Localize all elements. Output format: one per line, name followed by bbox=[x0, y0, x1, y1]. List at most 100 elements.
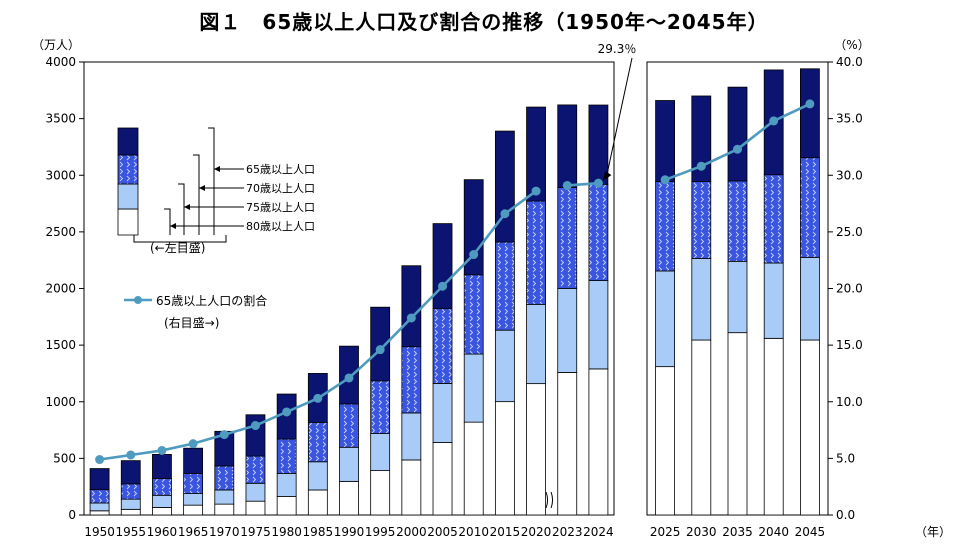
bar-segment-1975-s0 bbox=[245, 500, 266, 516]
x-tick-label-2040: 2040 bbox=[758, 525, 789, 539]
bar-segment-1995-s0 bbox=[370, 470, 391, 516]
bar-segment-2024-s2 bbox=[588, 183, 609, 281]
legend-label-2: 75歳以上人口 bbox=[246, 201, 315, 214]
legend-bar-swatch-3 bbox=[117, 127, 139, 156]
bar-segment-1980-s2 bbox=[276, 438, 297, 474]
bar-segment-2030-s3 bbox=[691, 95, 712, 182]
legend-arrowhead-1 bbox=[199, 185, 205, 191]
bar-segment-1990-s1 bbox=[339, 446, 359, 482]
ratio-point-2005 bbox=[438, 281, 448, 291]
bar-segment-2045-s1 bbox=[800, 256, 820, 341]
bar-segment-1990-s2 bbox=[339, 403, 359, 448]
bar-segment-1970-s1 bbox=[214, 489, 235, 505]
legend-bracket-0 bbox=[208, 127, 215, 235]
x-tick-label-1985: 1985 bbox=[303, 525, 334, 539]
bar-segment-2035-s2 bbox=[727, 180, 748, 262]
legend-line-marker bbox=[134, 296, 142, 304]
right-axis-tick-label: 40.0 bbox=[836, 55, 863, 69]
left-axis-tick-label: 2500 bbox=[45, 225, 76, 239]
ratio-point-1965 bbox=[188, 439, 198, 449]
chart-title: 図１ 65歳以上人口及び割合の推移（1950年～2045年） bbox=[199, 10, 769, 34]
x-tick-label-1965: 1965 bbox=[178, 525, 209, 539]
bar-segment-1970-s0 bbox=[214, 503, 235, 516]
left-axis-tick-label: 500 bbox=[53, 451, 76, 465]
left-axis-tick-label: 1000 bbox=[45, 395, 76, 409]
left-axis-tick-label: 1500 bbox=[45, 338, 76, 352]
x-tick-label-2000: 2000 bbox=[396, 525, 427, 539]
legend-bar-swatch-0 bbox=[117, 208, 139, 236]
ratio-point-2024 bbox=[593, 178, 603, 188]
bar-segment-1955-s0 bbox=[120, 508, 141, 516]
ratio-point-2023 bbox=[562, 180, 572, 190]
annotation-29-3: 29.3％ bbox=[598, 42, 637, 56]
bar-segment-1965-s3 bbox=[183, 447, 204, 474]
x-tick-label-1995: 1995 bbox=[365, 525, 396, 539]
bar-segment-1985-s0 bbox=[307, 489, 328, 516]
left-axis-tick-label: 3000 bbox=[45, 168, 76, 182]
bar-segment-2000-s1 bbox=[401, 412, 422, 461]
bar-segment-1975-s3 bbox=[245, 414, 266, 457]
bar-segment-2035-s0 bbox=[727, 332, 748, 516]
x-tick-label-1955: 1955 bbox=[115, 525, 146, 539]
bar-segment-2025-s3 bbox=[655, 100, 675, 182]
x-tick-label-2023: 2023 bbox=[552, 525, 583, 539]
bar-segment-1960-s1 bbox=[152, 494, 172, 508]
ratio-point-1980 bbox=[282, 407, 292, 417]
right-axis-unit: （%） bbox=[834, 38, 869, 52]
bar-segment-2005-s2 bbox=[432, 308, 453, 384]
legend-bar-swatch-2 bbox=[117, 154, 139, 185]
ratio-point-1990 bbox=[344, 373, 354, 383]
annotation-arrowhead bbox=[602, 171, 612, 182]
ratio-point-1960 bbox=[157, 445, 167, 455]
legend-bracket-2 bbox=[178, 183, 185, 235]
bar-segment-1995-s3 bbox=[370, 306, 391, 382]
bar-segment-1965-s2 bbox=[183, 473, 204, 494]
ratio-point-1975 bbox=[250, 421, 260, 431]
legend-arrowhead-3 bbox=[170, 223, 176, 229]
bar-segment-1995-s1 bbox=[370, 433, 391, 472]
x-tick-label-1980: 1980 bbox=[271, 525, 302, 539]
bar-segment-1980-s1 bbox=[276, 473, 297, 497]
x-tick-label-2024: 2024 bbox=[583, 525, 614, 539]
legend-label-0: 65歳以上人口 bbox=[246, 163, 315, 176]
ratio-point-2040 bbox=[769, 116, 779, 126]
ratio-point-1970 bbox=[219, 430, 229, 440]
bar-segment-2023-s2 bbox=[557, 187, 578, 289]
bar-segment-2010-s3 bbox=[463, 179, 484, 276]
bar-segment-1980-s3 bbox=[276, 393, 297, 440]
legend-left-axis-note: (←左目盛) bbox=[150, 240, 205, 255]
bar-segment-2005-s1 bbox=[432, 383, 453, 443]
right-axis-tick-label: 30.0 bbox=[836, 168, 863, 182]
bar-segment-1980-s0 bbox=[276, 496, 297, 516]
bar-segment-1975-s1 bbox=[245, 482, 266, 502]
right-axis-tick-label: 20.0 bbox=[836, 282, 863, 296]
bar-segment-1950-s1 bbox=[89, 502, 110, 512]
bar-segment-2040-s2 bbox=[763, 174, 784, 264]
x-tick-label-1950: 1950 bbox=[84, 525, 115, 539]
bar-segment-1995-s2 bbox=[370, 380, 391, 434]
legend-right-axis-note: (右目盛→) bbox=[164, 315, 219, 330]
left-axis-tick-label: 0 bbox=[68, 508, 76, 522]
bar-segment-2020-s0 bbox=[526, 383, 546, 516]
bar-segment-2025-s2 bbox=[655, 181, 675, 272]
bar-segment-2045-s2 bbox=[800, 157, 820, 258]
bar-segment-1950-s2 bbox=[89, 489, 110, 504]
ratio-point-1955 bbox=[126, 450, 136, 460]
x-tick-label-2045: 2045 bbox=[795, 525, 826, 539]
bar-segment-1960-s0 bbox=[152, 507, 172, 516]
bar-segment-2035-s1 bbox=[727, 260, 748, 334]
x-tick-label-2025: 2025 bbox=[650, 525, 681, 539]
bar-segment-2030-s2 bbox=[691, 181, 712, 259]
bar-segment-2025-s0 bbox=[655, 366, 675, 516]
x-axis-unit: （年） bbox=[915, 525, 951, 539]
bar-segment-1990-s0 bbox=[339, 480, 359, 516]
x-tick-label-2020: 2020 bbox=[521, 525, 552, 539]
bar-segment-2024-s1 bbox=[588, 280, 609, 370]
bar-segment-1970-s2 bbox=[214, 465, 235, 491]
legend-label-3: 80歳以上人口 bbox=[246, 220, 315, 233]
bar-segment-2030-s0 bbox=[691, 339, 712, 516]
right-axis-tick-label: 0.0 bbox=[836, 508, 855, 522]
right-axis-tick-label: 10.0 bbox=[836, 395, 863, 409]
bar-segment-2020-s1 bbox=[526, 303, 546, 385]
